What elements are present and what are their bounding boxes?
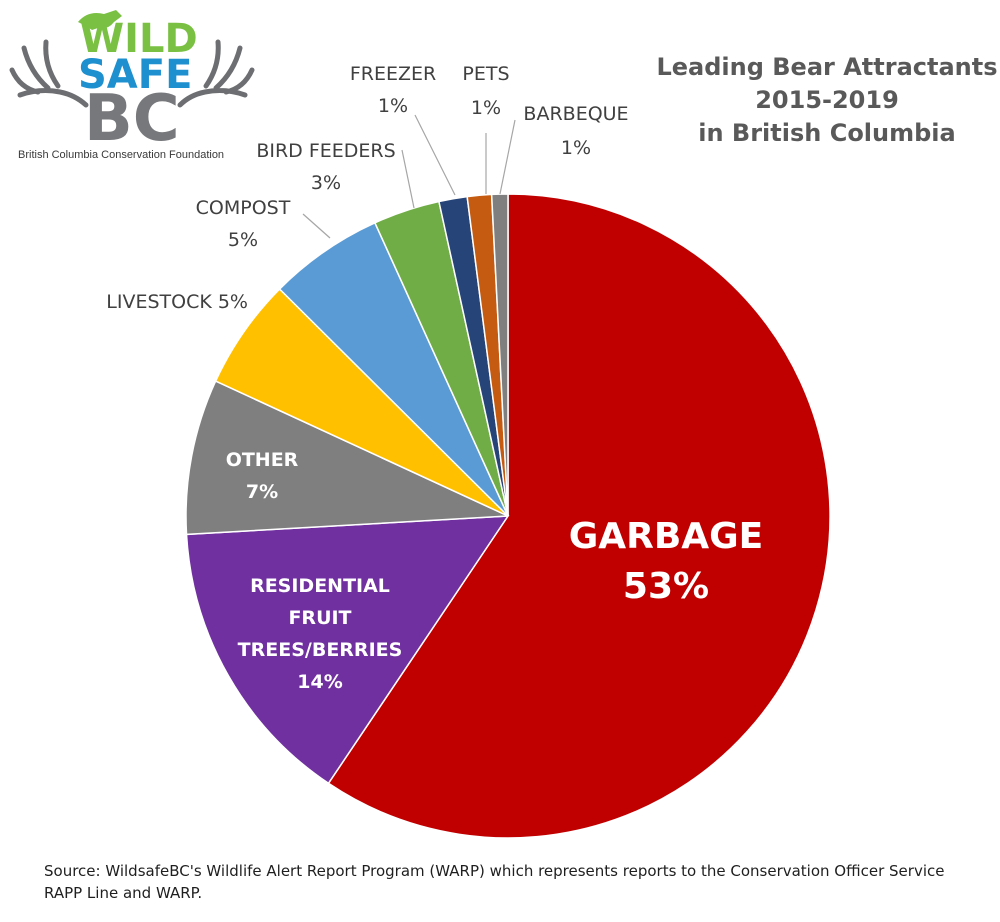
- left-antler-icon: [9, 39, 89, 108]
- slice-label-other-line-1: OTHER: [226, 449, 299, 471]
- slice-label-barbeque: BARBEQUE: [523, 103, 628, 125]
- leader-line-compost: [302, 213, 331, 239]
- slice-labels: GARBAGE 53% RESIDENTIAL FRUIT TREES/BERRIES 1…: [106, 63, 763, 693]
- leader-line-barbeque: [499, 119, 516, 195]
- cougar-icon: [78, 10, 122, 30]
- slice-label-residential-fruit-line-2: FRUIT: [288, 607, 351, 629]
- slice-percent-garbage: 53%: [623, 566, 709, 607]
- slice-percent-other: 7%: [246, 481, 278, 503]
- slice-label-residential-fruit-line-1: RESIDENTIAL: [250, 575, 390, 597]
- right-antler-icon: [177, 39, 255, 108]
- slice-label-livestock: LIVESTOCK 5%: [106, 291, 248, 313]
- slice-percent-pets: 1%: [471, 97, 501, 119]
- chart-title: Leading Bear Attractants 2015-2019 in Br…: [656, 53, 997, 147]
- slice-percent-freezer: 1%: [378, 95, 408, 117]
- leader-line-freezer: [414, 114, 456, 196]
- logo-wild-text: WILD: [80, 16, 198, 62]
- wildsafebc-logo: WILD SAFE BC British Columbia Conservati…: [9, 10, 255, 161]
- slice-label-garbage: GARBAGE: [569, 516, 764, 557]
- pie-slice-residential-fruit: [185, 515, 510, 785]
- slice-label-residential-fruit-line-3: TREES/BERRIES: [238, 639, 403, 661]
- slice-label-bird-feeders: BIRD FEEDERS: [256, 140, 395, 162]
- pie-slice-other: [185, 380, 509, 536]
- pie-slice-garbage: [327, 193, 831, 839]
- leader-lines: [302, 114, 516, 239]
- slice-percent-barbeque: 1%: [561, 137, 591, 159]
- logo-bc-text: BC: [84, 82, 180, 156]
- slice-percent-compost: 5%: [228, 229, 258, 251]
- slice-percent-bird-feeders: 3%: [311, 172, 341, 194]
- logo-subtitle: British Columbia Conservation Foundation: [18, 149, 224, 161]
- slice-label-freezer: FREEZER: [350, 63, 436, 85]
- title-line-1: Leading Bear Attractants: [656, 53, 997, 81]
- slice-label-pets: PETS: [462, 63, 509, 85]
- logo-safe-text: SAFE: [78, 52, 192, 98]
- slice-label-compost: COMPOST: [196, 197, 291, 219]
- slice-percent-residential-fruit: 14%: [297, 671, 342, 693]
- leader-line-bird-feeders: [401, 149, 415, 209]
- source-note: Source: WildsafeBC's Wildlife Alert Repo…: [44, 862, 945, 902]
- title-line-2: 2015-2019: [755, 86, 899, 114]
- pie-slices: [185, 193, 831, 839]
- pie-slice-barbeque: [490, 193, 509, 517]
- title-line-3: in British Columbia: [698, 119, 955, 147]
